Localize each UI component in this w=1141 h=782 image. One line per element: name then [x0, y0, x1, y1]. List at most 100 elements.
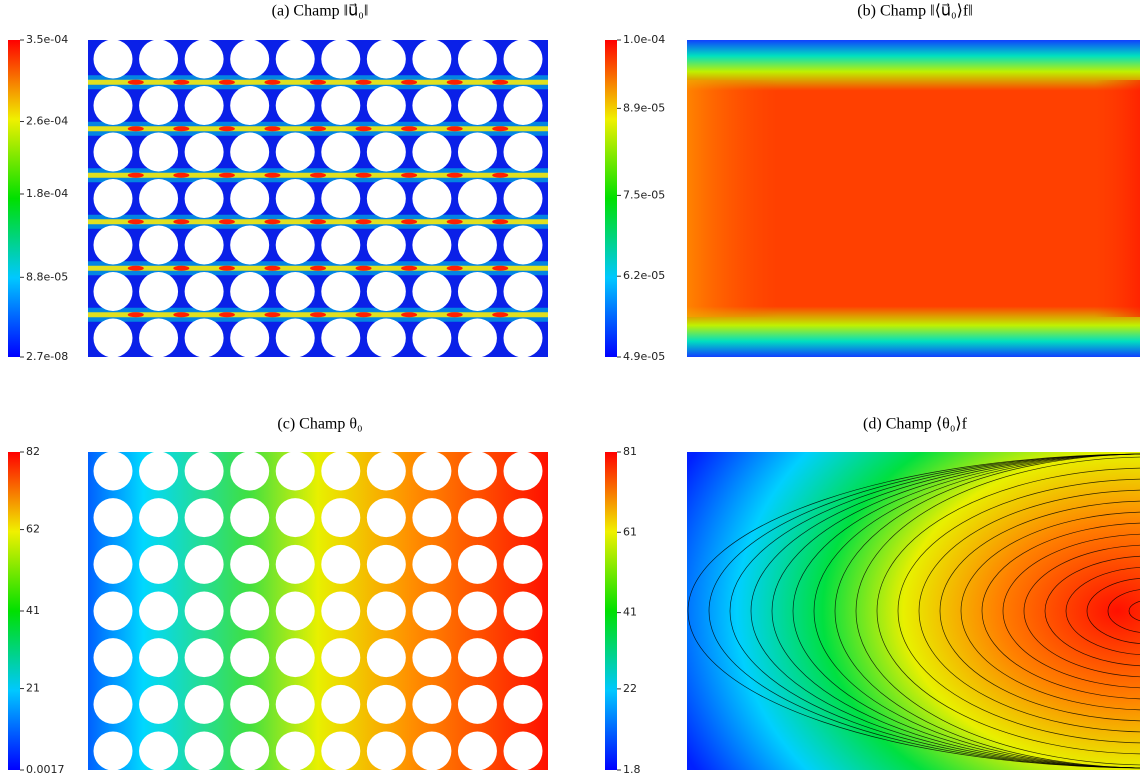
field-peak [310, 79, 326, 85]
obstacle [139, 638, 179, 678]
colorbar-tick-label: 61 [623, 525, 637, 538]
obstacle [93, 684, 133, 724]
contour [1107, 589, 1140, 633]
obstacle [184, 132, 224, 172]
field-peak [173, 126, 190, 132]
field-peak [355, 79, 372, 85]
field-peak [446, 79, 463, 85]
field-peak [492, 172, 509, 178]
obstacle [457, 132, 497, 172]
obstacle [230, 731, 270, 770]
obstacle [93, 132, 133, 172]
contour [1023, 544, 1140, 678]
obstacle [366, 40, 406, 79]
contour [981, 522, 1140, 700]
obstacle [93, 40, 133, 79]
obstacle [366, 86, 406, 125]
obstacle [412, 498, 452, 538]
field-peak [310, 265, 326, 271]
obstacle [184, 544, 224, 584]
obstacle [366, 225, 406, 265]
field-peak [355, 172, 372, 178]
obstacle [93, 272, 133, 311]
obstacle [230, 179, 270, 218]
colorbar-tick-label: 41 [623, 606, 637, 619]
field-plot [687, 40, 1140, 357]
obstacle [503, 40, 543, 79]
obstacle [93, 318, 133, 357]
obstacle [503, 272, 543, 311]
obstacle [412, 86, 452, 125]
field-peak [355, 265, 372, 271]
obstacle [139, 272, 179, 311]
obstacle [184, 452, 224, 491]
contour [1086, 578, 1140, 644]
obstacle [321, 40, 361, 79]
obstacle [184, 498, 224, 538]
obstacle [412, 544, 452, 584]
field-peak [492, 219, 509, 225]
colorbar [8, 40, 20, 357]
obstacle [412, 591, 452, 631]
field-plot [88, 40, 548, 357]
obstacle [321, 684, 361, 724]
obstacle [503, 544, 543, 584]
obstacle [139, 86, 179, 125]
contour [1128, 600, 1140, 622]
obstacle [321, 272, 361, 311]
contour [729, 453, 1140, 769]
obstacle [139, 498, 179, 538]
field-peak [355, 219, 372, 225]
obstacle [275, 132, 315, 172]
contour [939, 500, 1140, 722]
obstacle [503, 638, 543, 678]
field-peak [264, 265, 281, 271]
obstacle [366, 731, 406, 770]
contour [918, 489, 1140, 733]
field-plot [687, 452, 1140, 770]
obstacle [321, 591, 361, 631]
field-peak [218, 172, 235, 178]
obstacle [139, 731, 179, 770]
obstacle [184, 86, 224, 125]
colorbar [605, 40, 617, 357]
obstacle [503, 179, 543, 218]
field-peak [355, 312, 372, 318]
field-peak [310, 312, 326, 318]
obstacle [412, 132, 452, 172]
obstacle [275, 731, 315, 770]
obstacle [503, 225, 543, 265]
obstacle [93, 544, 133, 584]
field-peak [127, 126, 144, 132]
obstacle [184, 179, 224, 218]
obstacle [184, 684, 224, 724]
field [687, 452, 1140, 770]
obstacle [139, 318, 179, 357]
obstacle [503, 86, 543, 125]
obstacle [93, 179, 133, 218]
field-peak [446, 172, 463, 178]
colorbar-tick-label: 82 [26, 445, 40, 458]
contour [750, 453, 1140, 769]
field-peak [401, 219, 418, 225]
contour [876, 467, 1140, 755]
field-peak [492, 312, 509, 318]
field-peak [310, 126, 326, 132]
field-peak [173, 79, 190, 85]
field-peak [401, 265, 418, 271]
obstacle [366, 591, 406, 631]
contour [813, 453, 1140, 769]
colorbar-tick-label: 62 [26, 523, 40, 536]
contour [1002, 533, 1140, 689]
obstacle [457, 225, 497, 265]
field-peak [127, 265, 144, 271]
panel-title: (c) Champ θ₀ [277, 416, 362, 433]
colorbar-tick-label: 1.0e-04 [623, 33, 665, 46]
obstacle [503, 318, 543, 357]
field-peak [264, 79, 281, 85]
colorbar-tick-label: 6.2e-05 [623, 269, 665, 282]
obstacle [139, 544, 179, 584]
obstacle [366, 544, 406, 584]
colorbar-tick-label: 2.6e-04 [26, 115, 68, 128]
obstacle [366, 638, 406, 678]
